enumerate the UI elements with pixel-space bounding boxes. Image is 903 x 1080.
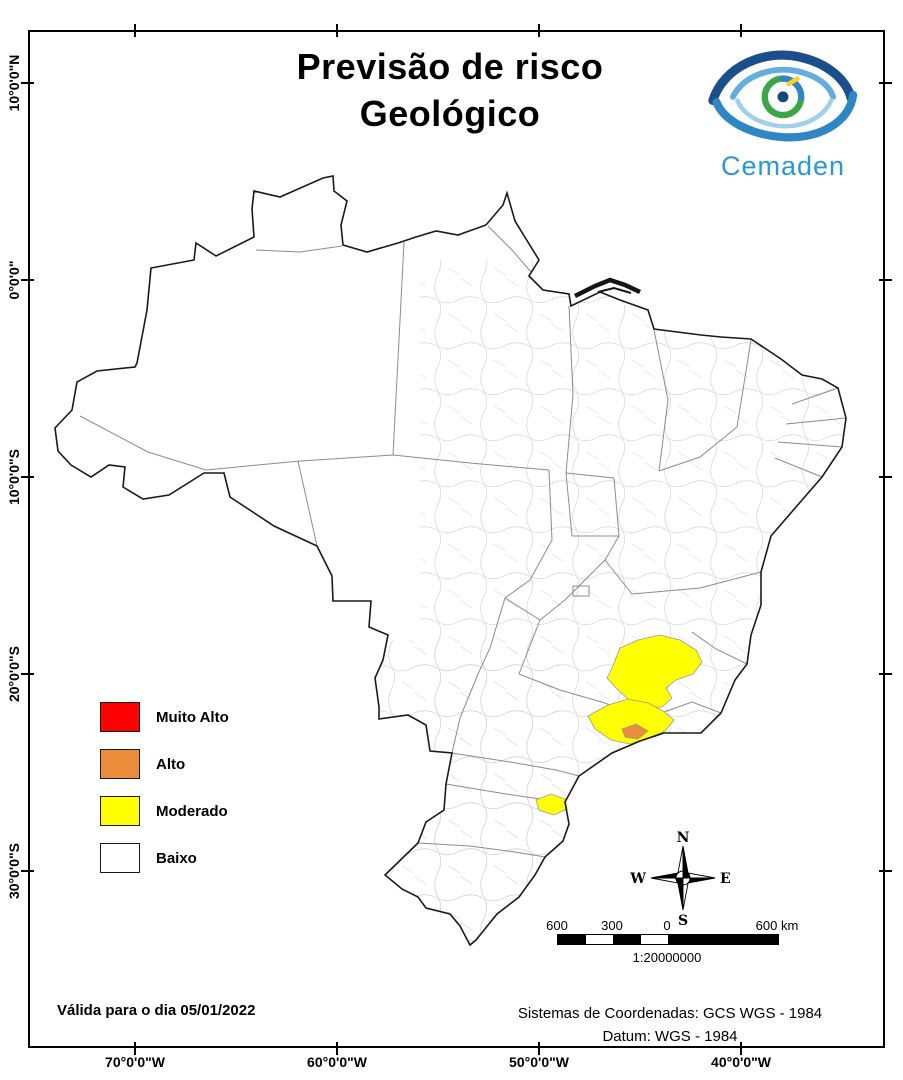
legend-label-moderado: Moderado bbox=[156, 802, 228, 820]
legend-label-muito-alto: Muito Alto bbox=[156, 708, 229, 726]
legend-label-alto: Alto bbox=[156, 755, 186, 773]
legend-item-alto: Alto bbox=[100, 749, 185, 779]
legend-swatch-moderado bbox=[100, 796, 140, 826]
risk-region-alto-sp bbox=[621, 723, 649, 740]
risk-regions bbox=[535, 634, 703, 816]
map-frame bbox=[28, 30, 885, 1048]
risk-region-moderado-mg bbox=[606, 634, 703, 709]
legend-swatch-alto bbox=[100, 749, 140, 779]
lat-label-10n: 10°0'0"N bbox=[6, 54, 22, 112]
legend-item-baixo: Baixo bbox=[100, 843, 197, 873]
compass-north-label: N bbox=[677, 830, 690, 846]
graticule-ticks bbox=[21, 24, 892, 1055]
crs-info: Sistemas de Coordenadas: GCS WGS - 1984 … bbox=[470, 1003, 870, 1048]
legend-item-muito-alto: Muito Alto bbox=[100, 702, 229, 732]
scale-label-0: 0 bbox=[663, 918, 671, 933]
scale-label-300: 300 bbox=[601, 918, 623, 933]
lat-label-10s: 10°0'0"S bbox=[6, 448, 22, 506]
legend-swatch-muito-alto bbox=[100, 702, 140, 732]
legend-swatch-baixo bbox=[100, 843, 140, 873]
crs-line-1: Sistemas de Coordenadas: GCS WGS - 1984 bbox=[517, 1005, 823, 1022]
scale-ratio: 1:20000000 bbox=[632, 950, 702, 965]
scale-bar-labels: 600 300 0 600 km bbox=[546, 918, 798, 934]
page-title: Previsão de risco Geológico bbox=[200, 44, 700, 138]
title-line-2: Geológico bbox=[359, 92, 541, 134]
lat-label-0: 0°0'0" bbox=[6, 260, 22, 300]
scale-bar-graphic bbox=[557, 934, 779, 945]
lon-label-50w: 50°0'0"W bbox=[509, 1054, 569, 1070]
compass-south-label: S bbox=[678, 913, 688, 929]
scale-label-600-left: 600 bbox=[546, 918, 568, 933]
compass-west-label: W bbox=[629, 871, 646, 887]
title-line-1: Previsão de risco bbox=[296, 46, 604, 87]
municipal-boundaries-texture bbox=[360, 260, 846, 945]
brazil-country-outline bbox=[54, 175, 847, 947]
state-borders bbox=[79, 225, 847, 858]
compass-rose-icon: N S W E bbox=[629, 830, 730, 929]
lat-label-30s: 30°0'0"S bbox=[6, 842, 22, 900]
amazon-delta bbox=[573, 277, 641, 299]
legend-item-moderado: Moderado bbox=[100, 796, 228, 826]
lon-label-70w: 70°0'0"W bbox=[105, 1054, 165, 1070]
crs-line-2: Datum: WGS - 1984 bbox=[602, 1027, 738, 1045]
lat-label-20s: 20°0'0"S bbox=[6, 645, 22, 703]
cemaden-wordmark: Cemaden bbox=[720, 151, 846, 181]
lon-label-40w: 40°0'0"W bbox=[711, 1054, 771, 1070]
scale-label-600-km: 600 km bbox=[755, 918, 799, 933]
cemaden-logo: Cemaden bbox=[692, 44, 874, 182]
risk-region-moderado-sp-rj bbox=[587, 698, 675, 745]
lon-label-60w: 60°0'0"W bbox=[307, 1054, 367, 1070]
compass-east-label: E bbox=[720, 871, 731, 887]
legend-label-baixo: Baixo bbox=[156, 849, 197, 867]
validity-note: Válida para o dia 05/01/2022 bbox=[57, 1002, 256, 1019]
cemaden-eye-icon bbox=[708, 50, 858, 142]
scale-bar: 600 300 0 600 km 1:20000000 bbox=[546, 918, 798, 965]
